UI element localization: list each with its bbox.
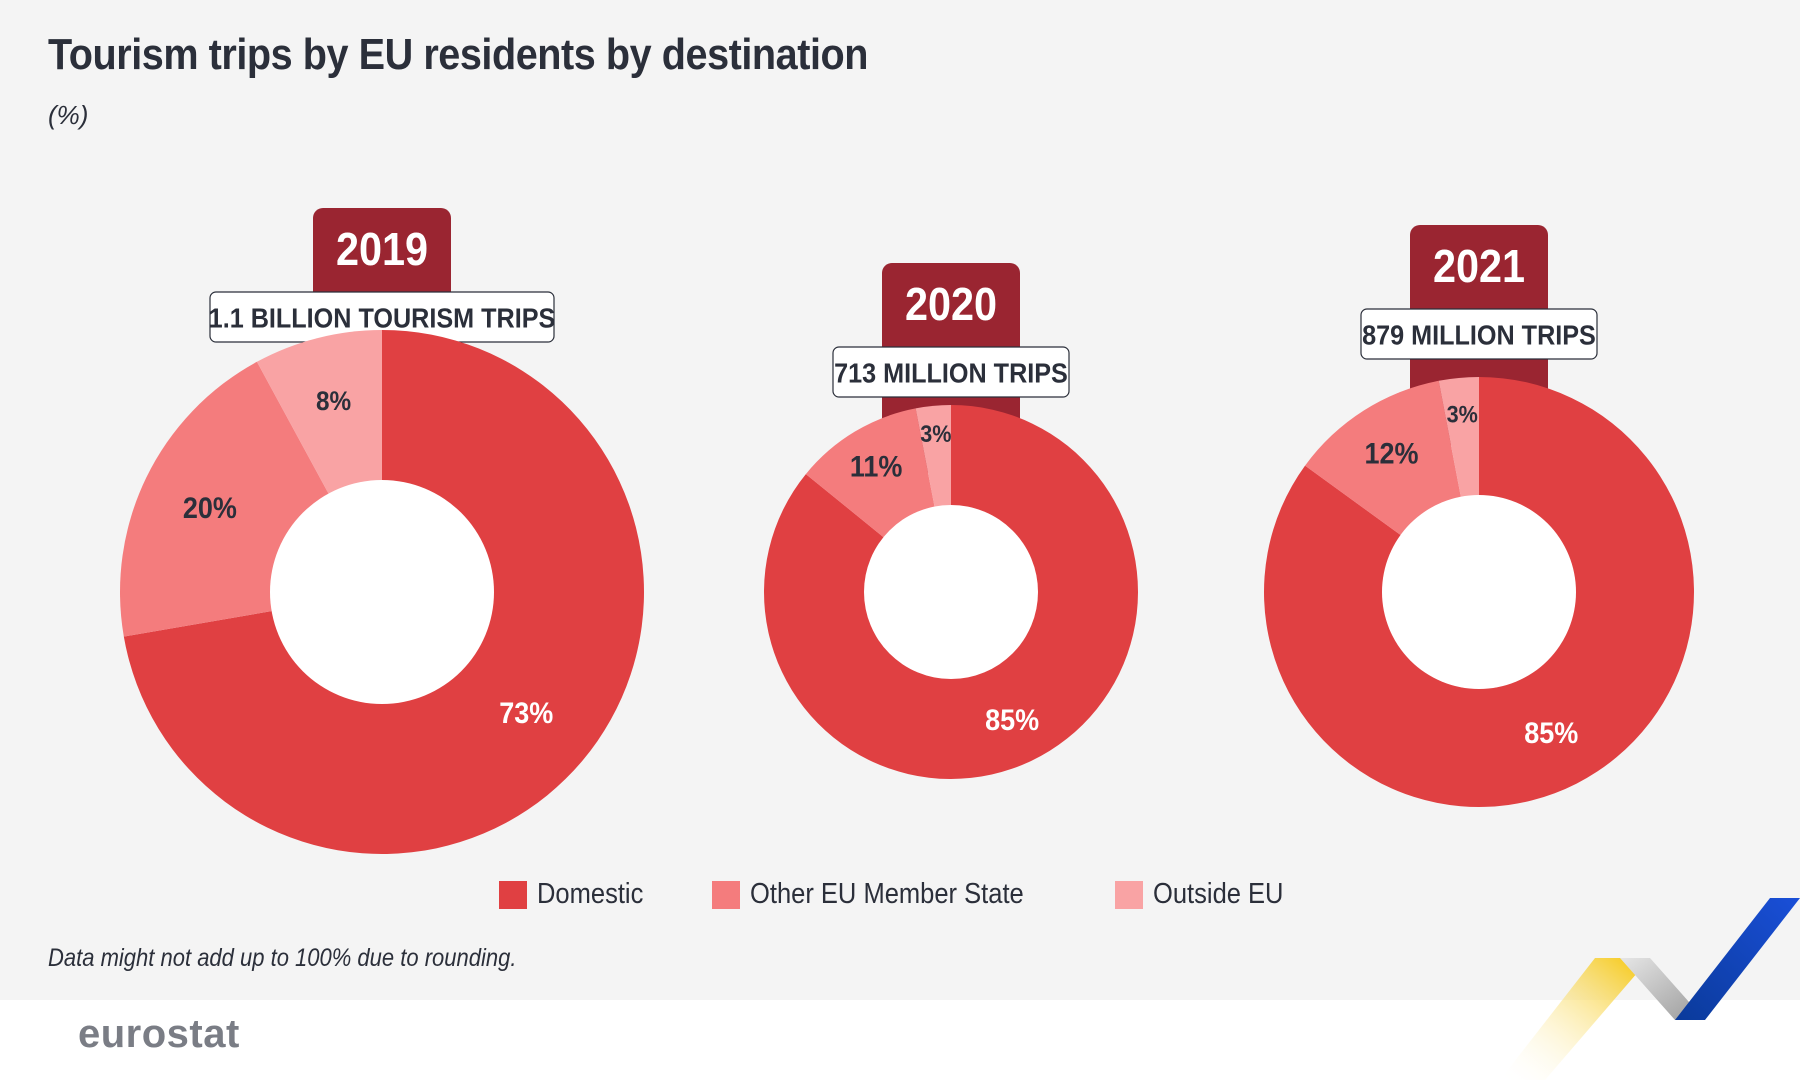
- donut-hole-2021: [1382, 495, 1576, 689]
- data-label-outside-eu-2020: 3%: [920, 420, 951, 447]
- total-label-2021: 879 MILLION TRIPS: [1362, 319, 1596, 351]
- total-box-2020: [832, 346, 1070, 398]
- footer-band: [0, 1000, 1800, 1080]
- legend-item-domestic: Domestic: [498, 878, 658, 911]
- data-label-domestic-2021: 85%: [1524, 717, 1578, 751]
- data-label-other-eu-2020: 11%: [850, 450, 903, 484]
- eurostat-logo: eurostat: [78, 1012, 240, 1056]
- data-label-domestic-2020: 85%: [985, 704, 1039, 738]
- donut-hole-2019: [270, 480, 494, 704]
- donut-hole-2020: [864, 505, 1038, 679]
- legend: Domestic Other EU Member State Outside E…: [0, 878, 1800, 911]
- data-label-other-eu-2021: 12%: [1364, 437, 1418, 471]
- chart-subtitle: (%): [48, 100, 89, 130]
- legend-label-domestic: Domestic: [536, 878, 644, 910]
- data-label-outside-eu-2021: 3%: [1447, 401, 1478, 428]
- legend-item-other-eu: Other EU Member State: [711, 878, 1061, 911]
- eurostat-ribbon-icon: [1500, 898, 1800, 1080]
- total-label-2019: 1.1 BILLION TOURISM TRIPS: [209, 302, 556, 334]
- data-label-domestic-2019: 73%: [499, 697, 553, 731]
- data-label-other-eu-2019: 20%: [183, 492, 237, 526]
- legend-swatch-outside-eu: [1114, 880, 1143, 909]
- data-label-outside-eu-2019: 8%: [316, 387, 351, 416]
- year-label-2020: 2020: [905, 279, 997, 331]
- chart-title: Tourism trips by EU residents by destina…: [48, 30, 869, 79]
- legend-item-outside-eu: Outside EU: [1114, 878, 1301, 911]
- total-label-2020: 713 MILLION TRIPS: [834, 357, 1068, 389]
- legend-swatch-domestic: [498, 880, 527, 909]
- legend-label-outside-eu: Outside EU: [1152, 878, 1284, 910]
- legend-swatch-other-eu: [711, 880, 740, 909]
- year-label-2019: 2019: [336, 224, 428, 276]
- year-label-2021: 2021: [1433, 241, 1525, 293]
- footnote: Data might not add up to 100% due to rou…: [48, 944, 517, 972]
- total-box-2021: [1360, 308, 1598, 360]
- legend-label-other-eu: Other EU Member State: [749, 878, 1024, 910]
- donut-charts: 2019 1.1 BILLION TOURISM TRIPS 73% 20% 8% 202…: [119, 208, 1695, 854]
